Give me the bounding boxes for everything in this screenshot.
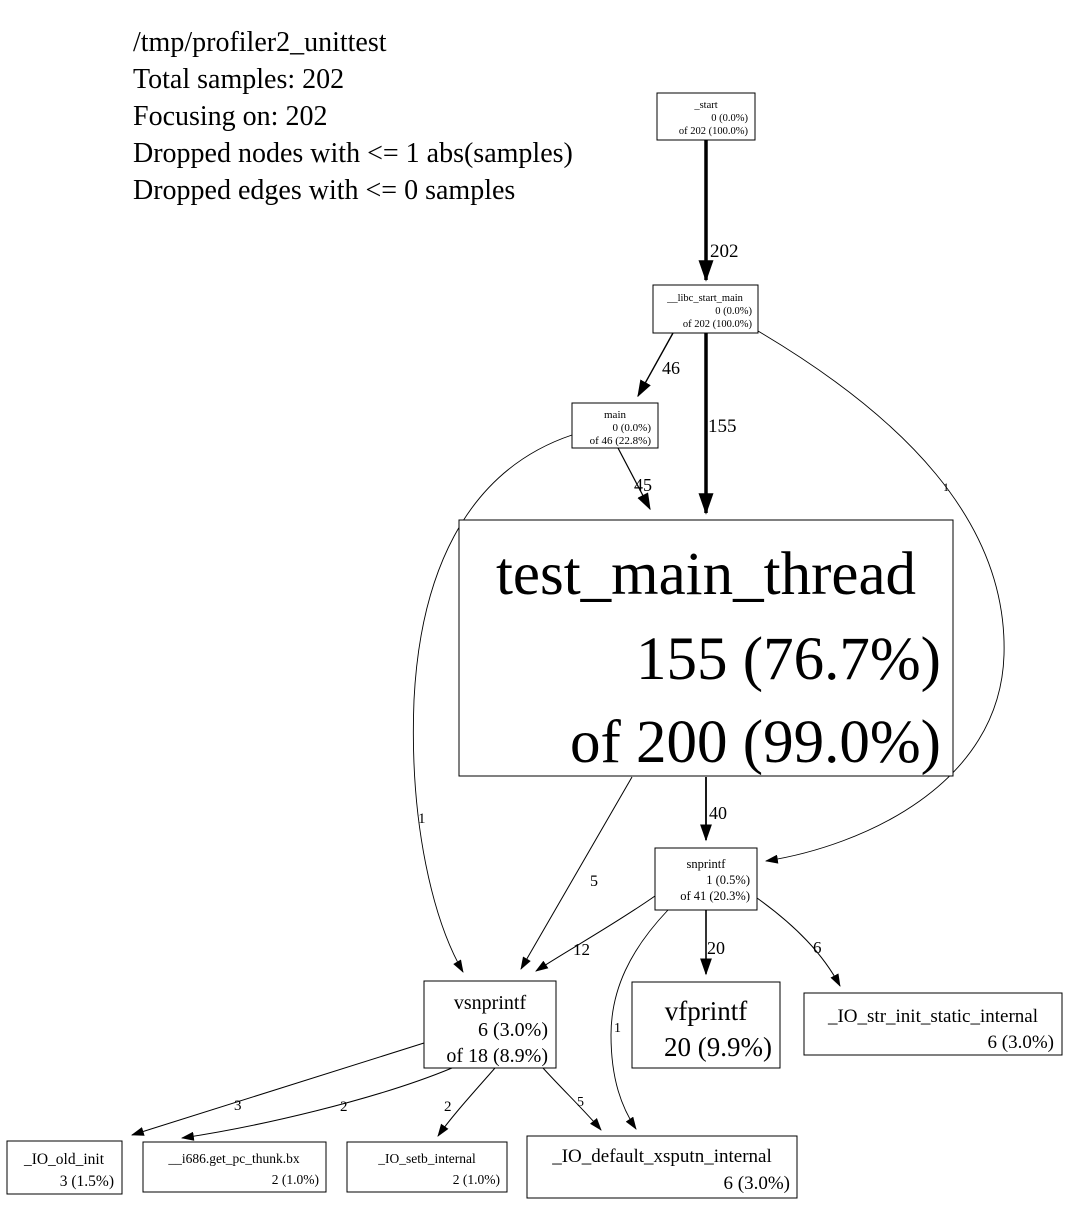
node-flat: 1 (0.5%): [706, 873, 750, 887]
node-flat: 6 (3.0%): [988, 1032, 1054, 1053]
node-main: main 0 (0.0%) of 46 (22.8%): [571, 402, 659, 449]
node-cum: of 200 (99.0%): [570, 709, 941, 776]
edge-label-2-setb: 2: [444, 1099, 452, 1115]
node-box-test-main-thread: [458, 519, 954, 777]
edge-libc-to-main: [637, 332, 674, 398]
header-line-dropped-nodes: Dropped nodes with <= 1 abs(samples): [133, 138, 573, 169]
edge-libc-to-snprintf: [757, 330, 1005, 864]
node-box-snprintf: [654, 847, 758, 911]
node-flat: 2 (1.0%): [272, 1172, 319, 1187]
edge-label-20: 20: [707, 938, 725, 958]
node-io-old-init: _IO_old_init 3 (1.5%): [6, 1140, 123, 1195]
node-box-io-default-xsputn-internal: [526, 1135, 798, 1199]
edge-label-45: 45: [634, 475, 652, 495]
node-box-start: [656, 92, 756, 141]
edge-label-155: 155: [708, 416, 737, 437]
node-io-str-init-static-internal: _IO_str_init_static_internal 6 (3.0%): [803, 992, 1063, 1056]
header-line-focusing-on: Focusing on: 202: [133, 101, 327, 132]
node-i686-get-pc-thunk: __i686.get_pc_thunk.bx 2 (1.0%): [142, 1141, 327, 1193]
edge-label-2-i686: 2: [340, 1099, 348, 1115]
header-line-total-samples: Total samples: 202: [133, 64, 344, 95]
node-label: vfprintf: [665, 996, 747, 1026]
node-flat: 0 (0.0%): [711, 113, 748, 124]
edge-label-46: 46: [662, 358, 680, 378]
node-flat: 0 (0.0%): [715, 306, 752, 317]
node-io-default-xsputn-internal: _IO_default_xsputn_internal 6 (3.0%): [526, 1135, 798, 1199]
node-label: _IO_old_init: [23, 1151, 105, 1168]
edges-layer: [131, 140, 1005, 1141]
edge-vsnprintf-to-i686: [180, 1067, 453, 1141]
edge-label-12: 12: [573, 940, 590, 959]
node-vsnprintf: vsnprintf 6 (3.0%) of 18 (8.9%): [423, 980, 557, 1069]
edge-main-to-vsnprintf: [412, 434, 573, 973]
node-box-io-setb-internal: [346, 1141, 508, 1193]
node-box-libc-start-main: [652, 284, 759, 334]
node-flat: 0 (0.0%): [613, 422, 652, 434]
edge-label-6: 6: [813, 938, 822, 957]
header-line-dropped-edges: Dropped edges with <= 0 samples: [133, 175, 515, 206]
node-cum: of 18 (8.9%): [446, 1045, 548, 1067]
edge-vsnprintf-to-xsputn: [542, 1067, 602, 1131]
node-label: __i686.get_pc_thunk.bx: [167, 1151, 299, 1166]
node-box-vfprintf: [631, 981, 781, 1069]
node-flat: 20 (9.9%): [664, 1032, 772, 1062]
node-label: __libc_start_main: [666, 293, 744, 304]
node-snprintf: snprintf 1 (0.5%) of 41 (20.3%): [654, 847, 758, 911]
header-line-binary: /tmp/profiler2_unittest: [133, 27, 387, 58]
node-label: snprintf: [687, 857, 727, 871]
edge-label-1-main-vsnprintf: 1: [418, 811, 426, 827]
node-libc-start-main: __libc_start_main 0 (0.0%) of 202 (100.0…: [652, 284, 759, 334]
edge-snprintf-to-vsnprintf: [535, 895, 656, 972]
edge-label-202: 202: [710, 241, 739, 262]
node-label: _IO_str_init_static_internal: [827, 1006, 1038, 1027]
node-label: _IO_default_xsputn_internal: [551, 1146, 772, 1167]
node-cum: of 202 (100.0%): [683, 319, 753, 330]
node-cum: of 202 (100.0%): [679, 126, 749, 137]
node-flat: 2 (1.0%): [453, 1172, 500, 1187]
node-label: _IO_setb_internal: [377, 1151, 476, 1166]
node-test-main-thread: test_main_thread 155 (76.7%) of 200 (99.…: [458, 519, 954, 777]
edge-label-1-libc-snprintf: 1: [943, 480, 949, 494]
node-box-main: [571, 402, 659, 449]
node-flat: 155 (76.7%): [636, 626, 941, 693]
node-box-vsnprintf: [423, 980, 557, 1069]
node-box-i686-get-pc-thunk: [142, 1141, 327, 1193]
nodes-layer: _start 0 (0.0%) of 202 (100.0%) __libc_s…: [6, 92, 1063, 1199]
edge-vsnprintf-to-setb: [437, 1067, 496, 1137]
node-cum: of 46 (22.8%): [590, 435, 652, 447]
node-flat: 3 (1.5%): [60, 1173, 114, 1190]
node-flat: 6 (3.0%): [478, 1019, 548, 1041]
edge-labels-layer: 202 46 155 1 45 1 40 5 12 20 6 1 3 2 2 5: [234, 241, 949, 1115]
node-io-setb-internal: _IO_setb_internal 2 (1.0%): [346, 1141, 508, 1193]
edge-vsnprintf-to-oldinit: [131, 1042, 425, 1136]
edge-test-to-vsnprintf: [520, 776, 633, 970]
node-cum: of 41 (20.3%): [680, 889, 750, 903]
node-flat: 6 (3.0%): [724, 1173, 790, 1194]
node-label: main: [604, 409, 626, 421]
header-block: /tmp/profiler2_unittest Total samples: 2…: [133, 27, 573, 206]
node-box-io-str-init-static-internal: [803, 992, 1063, 1056]
node-label: vsnprintf: [454, 992, 527, 1014]
edge-label-1-snprintf-xsputn: 1: [614, 1021, 621, 1036]
edge-label-3: 3: [234, 1098, 242, 1114]
edge-snprintf-to-strinit: [756, 897, 841, 987]
node-start: _start 0 (0.0%) of 202 (100.0%): [656, 92, 756, 141]
edge-label-5-vsnprintf-xsputn: 5: [577, 1095, 584, 1110]
edge-main-to-test: [617, 447, 651, 511]
node-label: test_main_thread: [496, 541, 916, 608]
node-vfprintf: vfprintf 20 (9.9%): [631, 981, 781, 1069]
edge-label-40: 40: [709, 803, 727, 823]
node-box-io-old-init: [6, 1140, 123, 1195]
node-label: _start: [693, 100, 717, 111]
edge-label-5-test-vsnprintf: 5: [590, 873, 598, 890]
edge-snprintf-to-xsputn: [610, 909, 669, 1130]
